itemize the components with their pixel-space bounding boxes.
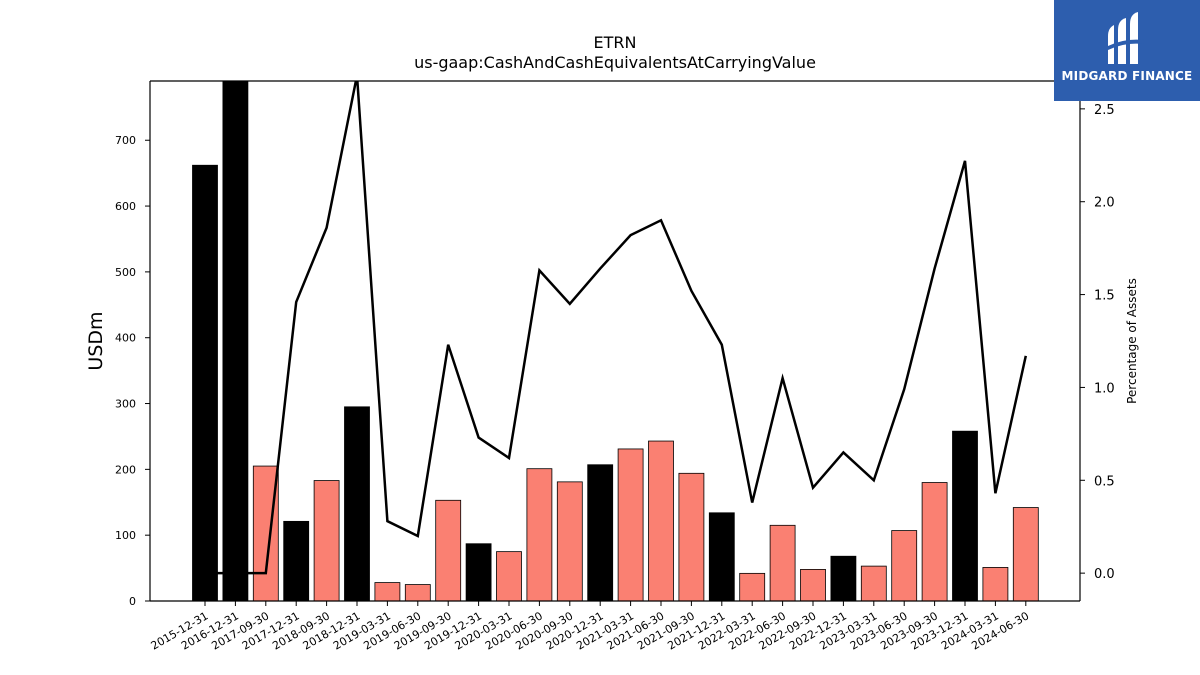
bar-2019-06-30 (404, 584, 431, 602)
line-layer (205, 81, 1028, 575)
percentage-line (205, 81, 1028, 575)
y-tick-label: 500 (115, 266, 136, 279)
bar-2020-12-31 (587, 464, 614, 602)
bar-2024-06-30 (1012, 507, 1039, 602)
y2-tick-label: 1.0 (1094, 381, 1115, 396)
bar-2019-12-31 (465, 543, 492, 602)
y-tick-label: 600 (115, 200, 136, 213)
bar-2021-06-30 (648, 440, 674, 602)
y-tick-label: 400 (115, 332, 136, 345)
bar-2023-03-31 (860, 565, 887, 602)
bar-2021-03-31 (617, 448, 644, 602)
bar-layer (192, 80, 1039, 602)
bar-2021-12-31 (708, 512, 735, 602)
bar-2018-12-31 (344, 406, 370, 602)
bar-2022-12-31 (830, 555, 857, 602)
y2-tick-label: 1.5 (1094, 289, 1115, 304)
y2-axis-label: Percentage of Assets (1125, 278, 1139, 404)
bar-2022-06-30 (769, 524, 796, 602)
chart-title: ETRN (594, 33, 637, 52)
y2-tick-label: 0.5 (1094, 474, 1115, 489)
y-axis-label: USDm (85, 311, 107, 370)
y-tick-label: 200 (115, 463, 136, 476)
bar-2020-03-31 (496, 551, 522, 602)
y-tick-label: 700 (115, 134, 136, 147)
bar-2017-12-31 (283, 520, 310, 602)
chart-subtitle: us-gaap:CashAndCashEquivalentsAtCarrying… (414, 53, 816, 72)
y-tick-label: 300 (115, 398, 136, 411)
bar-2019-03-31 (374, 582, 401, 602)
y-tick-label: 0 (129, 595, 136, 608)
logo-text: MIDGARD FINANCE (1061, 69, 1193, 83)
logo-mark-icon (1108, 12, 1144, 64)
bar-2018-09-30 (313, 480, 340, 602)
bar-2024-03-31 (982, 567, 1009, 602)
bar-2021-09-30 (678, 472, 705, 602)
bar-2020-06-30 (526, 468, 553, 602)
bar-2023-12-31 (952, 430, 978, 602)
y2-tick-label: 0.0 (1094, 567, 1115, 582)
y2-tick-label: 2.5 (1094, 103, 1115, 118)
bar-2022-03-31 (739, 572, 766, 602)
bar-2022-09-30 (800, 569, 826, 602)
bar-2023-06-30 (891, 530, 918, 602)
brand-logo: MIDGARD FINANCE (1054, 0, 1200, 101)
bar-2020-09-30 (556, 481, 583, 602)
y-tick-label: 100 (115, 529, 136, 542)
bar-2015-12-31 (192, 164, 218, 602)
bar-2016-12-31 (222, 80, 249, 602)
bar-2023-09-30 (921, 482, 948, 602)
y2-tick-label: 2.0 (1094, 196, 1115, 211)
bar-2019-09-30 (435, 499, 462, 602)
